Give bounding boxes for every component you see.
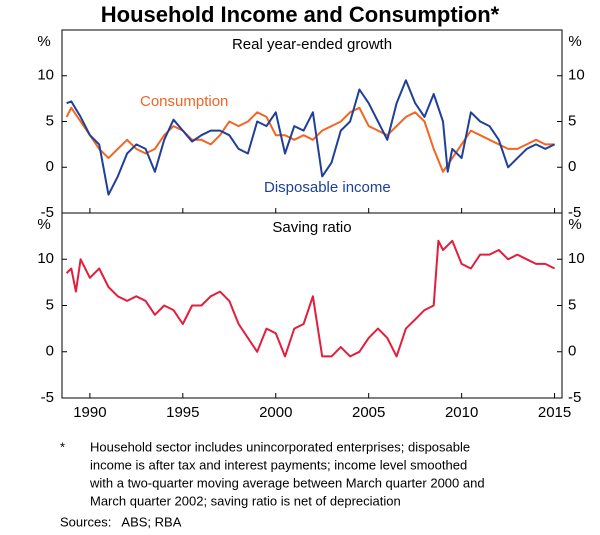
footnote-line: March quarter 2002; saving ratio is net … <box>90 493 401 508</box>
series-label: Consumption <box>140 93 228 110</box>
y-tick-label: 0 <box>46 158 54 175</box>
y2-axis-label: % <box>568 33 581 50</box>
y2-tick-label: 10 <box>568 250 585 267</box>
series-label: Disposable income <box>264 179 391 196</box>
y2-tick-label: 5 <box>568 296 576 313</box>
x-tick-label: 2010 <box>445 404 478 421</box>
series-line <box>65 106 555 173</box>
panel-subtitle: Real year-ended growth <box>232 36 392 53</box>
panel-subtitle: Saving ratio <box>272 219 351 236</box>
y-tick-label: 5 <box>46 296 54 313</box>
x-tick-label: 1990 <box>73 404 106 421</box>
chart-title: Household Income and Consumption* <box>101 2 500 27</box>
y2-tick-label: 5 <box>568 112 576 129</box>
footnote-line: with a two-quarter moving average betwee… <box>89 475 485 490</box>
series-line <box>65 239 556 358</box>
y-tick-label: 10 <box>37 67 54 84</box>
x-tick-label: 2005 <box>352 404 385 421</box>
y2-axis-label: % <box>568 216 581 233</box>
x-tick-label: 1995 <box>166 404 199 421</box>
footnote-line: Household sector includes unincorporated… <box>90 439 470 454</box>
footnote-marker: * <box>60 439 65 454</box>
x-tick-label: 2015 <box>538 404 571 421</box>
footnote-line: income is after tax and interest payment… <box>90 457 467 472</box>
y-tick-label: 0 <box>46 343 54 360</box>
y2-tick-label: 10 <box>568 67 585 84</box>
y-tick-label: -5 <box>41 204 54 221</box>
x-tick-label: 2000 <box>259 404 292 421</box>
series-line <box>66 79 556 196</box>
panel-frame <box>61 212 563 399</box>
y-axis-label: % <box>37 33 50 50</box>
y-tick-label: -5 <box>41 389 54 406</box>
y2-tick-label: 0 <box>568 343 576 360</box>
y2-tick-label: -5 <box>568 389 581 406</box>
sources: Sources: ABS; RBA <box>60 514 182 529</box>
y-tick-label: 5 <box>46 112 54 129</box>
y2-tick-label: 0 <box>568 158 576 175</box>
y-tick-label: 10 <box>37 250 54 267</box>
y-axis-label: % <box>37 216 50 233</box>
y2-tick-label: -5 <box>568 204 581 221</box>
